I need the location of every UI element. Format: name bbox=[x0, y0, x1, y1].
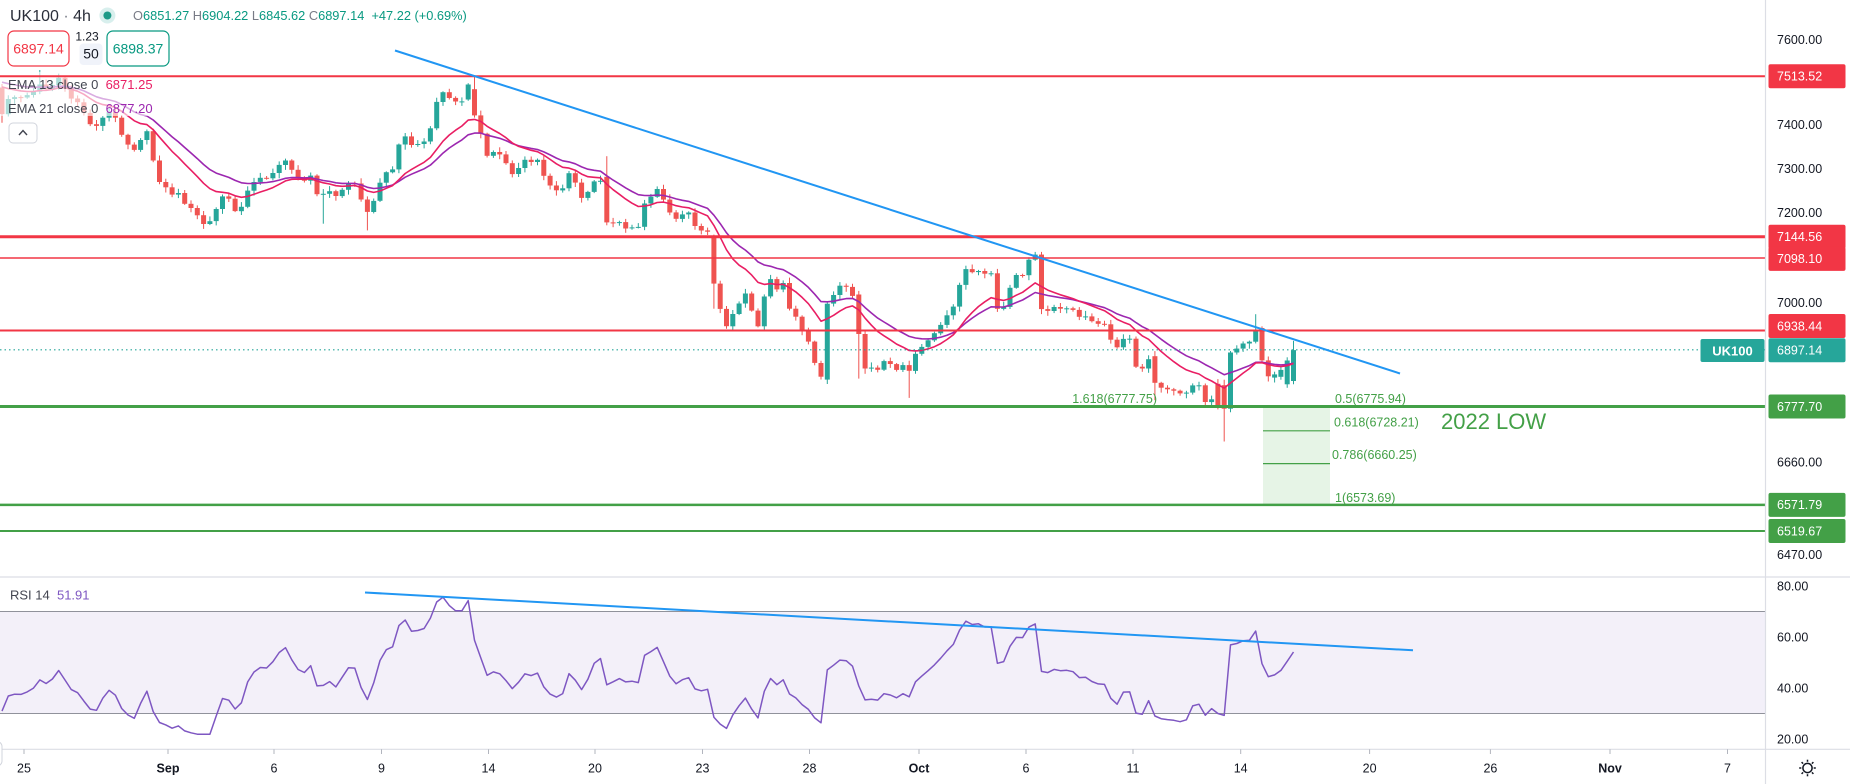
svg-text:23: 23 bbox=[696, 762, 710, 776]
svg-text:60.00: 60.00 bbox=[1777, 630, 1808, 644]
svg-text:40.00: 40.00 bbox=[1777, 682, 1808, 696]
svg-text:7098.10: 7098.10 bbox=[1777, 252, 1822, 266]
svg-text:50: 50 bbox=[83, 46, 99, 62]
svg-text:6519.67: 6519.67 bbox=[1777, 524, 1822, 538]
svg-text:Nov: Nov bbox=[1598, 762, 1622, 776]
svg-text:20: 20 bbox=[588, 762, 602, 776]
svg-text:7000.00: 7000.00 bbox=[1777, 296, 1822, 310]
svg-text:7300.00: 7300.00 bbox=[1777, 162, 1822, 176]
svg-text:0.5(6775.94): 0.5(6775.94) bbox=[1335, 392, 1406, 406]
svg-text:1(6573.69): 1(6573.69) bbox=[1335, 491, 1395, 505]
svg-text:EMA 13 close 0 6871.25: EMA 13 close 0 6871.25 bbox=[8, 77, 153, 92]
svg-text:6: 6 bbox=[1023, 762, 1030, 776]
svg-text:7200.00: 7200.00 bbox=[1777, 206, 1822, 220]
svg-text:O6851.27 H6904.22 L6845.62 C68: O6851.27 H6904.22 L6845.62 C6897.14 +47.… bbox=[133, 8, 467, 23]
svg-text:7: 7 bbox=[1724, 762, 1731, 776]
svg-text:RSI 14 51.91: RSI 14 51.91 bbox=[10, 588, 90, 603]
svg-text:14: 14 bbox=[1234, 762, 1248, 776]
svg-text:UK100 · 4h: UK100 · 4h bbox=[10, 8, 91, 25]
svg-text:6571.79: 6571.79 bbox=[1777, 498, 1822, 512]
svg-text:1.618(6777.75): 1.618(6777.75) bbox=[1072, 392, 1157, 406]
svg-text:EMA 21 close 0 6877.20: EMA 21 close 0 6877.20 bbox=[8, 101, 153, 116]
svg-text:6897.14: 6897.14 bbox=[1777, 344, 1822, 358]
svg-text:20: 20 bbox=[1363, 762, 1377, 776]
svg-text:1.23: 1.23 bbox=[75, 30, 99, 44]
svg-text:6470.00: 6470.00 bbox=[1777, 548, 1822, 562]
svg-text:7600.00: 7600.00 bbox=[1777, 33, 1822, 47]
svg-text:14: 14 bbox=[482, 762, 496, 776]
svg-text:25: 25 bbox=[17, 762, 31, 776]
svg-text:7513.52: 7513.52 bbox=[1777, 70, 1822, 84]
svg-text:7400.00: 7400.00 bbox=[1777, 118, 1822, 132]
svg-text:2022 LOW: 2022 LOW bbox=[1441, 409, 1546, 434]
svg-text:6777.70: 6777.70 bbox=[1777, 400, 1822, 414]
svg-text:80.00: 80.00 bbox=[1777, 579, 1808, 593]
svg-text:28: 28 bbox=[803, 762, 817, 776]
svg-text:6898.37: 6898.37 bbox=[113, 41, 164, 57]
svg-text:UK100: UK100 bbox=[1712, 344, 1752, 359]
svg-text:7144.56: 7144.56 bbox=[1777, 230, 1822, 244]
svg-text:6897.14: 6897.14 bbox=[13, 41, 64, 57]
svg-text:26: 26 bbox=[1483, 762, 1497, 776]
svg-text:6938.44: 6938.44 bbox=[1777, 319, 1822, 333]
svg-text:6660.00: 6660.00 bbox=[1777, 455, 1822, 469]
svg-text:Oct: Oct bbox=[909, 762, 931, 776]
svg-text:Sep: Sep bbox=[157, 762, 180, 776]
svg-text:0.618(6728.21): 0.618(6728.21) bbox=[1334, 416, 1419, 430]
svg-text:11: 11 bbox=[1127, 762, 1140, 776]
svg-text:0.786(6660.25): 0.786(6660.25) bbox=[1332, 448, 1417, 462]
svg-text:20.00: 20.00 bbox=[1777, 733, 1808, 747]
svg-text:9: 9 bbox=[378, 762, 385, 776]
svg-text:6: 6 bbox=[271, 762, 278, 776]
